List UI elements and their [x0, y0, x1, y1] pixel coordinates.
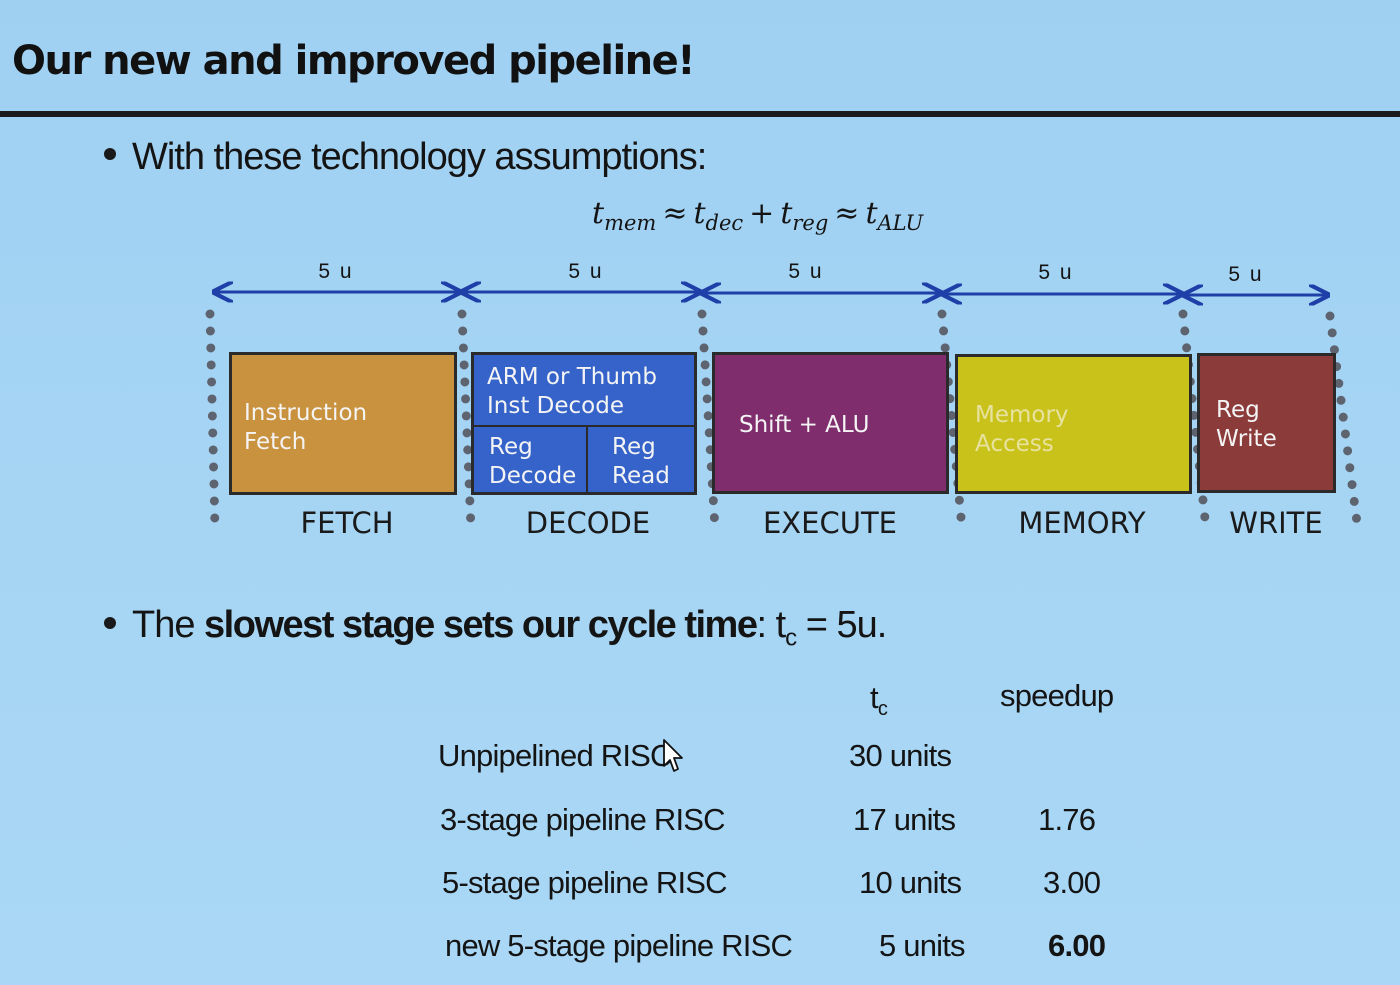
- row-name: Unpipelined RISC: [438, 738, 672, 773]
- decode-box-reg-read: Reg Read: [612, 434, 670, 489]
- row-tc: 10 units: [859, 865, 962, 900]
- decode-box: ARM or Thumb Inst Decode Reg Decode Reg …: [471, 352, 697, 495]
- decode-box-reg-decode: Reg Decode: [489, 434, 577, 489]
- row-tc: 30 units: [849, 738, 952, 773]
- stage-name-fetch: FETCH: [300, 506, 394, 540]
- row-speedup: 6.00: [1048, 928, 1106, 963]
- stage-separator-3: [697, 309, 720, 533]
- execute-box-label: Shift + ALU: [739, 412, 870, 438]
- stage-separator-2: [457, 309, 476, 533]
- row-name: 5-stage pipeline RISC: [442, 865, 728, 900]
- stage-separator-1: [205, 309, 220, 533]
- stage-name-decode: DECODE: [525, 506, 651, 540]
- duration-label-fetch: 5 u: [318, 260, 354, 283]
- stage-name-memory: MEMORY: [1018, 506, 1146, 540]
- duration-label-write: 5 u: [1228, 263, 1264, 286]
- stage-separator-5: [1178, 309, 1211, 533]
- timing-formula: tmem ≈ tdec + treg ≈ tALU: [592, 196, 923, 235]
- row-speedup: 1.76: [1038, 802, 1096, 837]
- formula-approx-2: ≈: [834, 196, 860, 231]
- fetch-box-label: Instruction Fetch: [244, 400, 368, 455]
- formula-t-mem: tmem: [592, 196, 657, 235]
- bullet-dot-1: [104, 148, 116, 160]
- bullet-cycle-time: The slowest stage sets our cycle time: t…: [132, 604, 887, 652]
- table-header-tc: tc: [870, 680, 888, 721]
- decode-box-inst-decode: ARM or Thumb Inst Decode: [487, 364, 657, 419]
- decode-box-divider-h: [474, 425, 694, 427]
- write-box: Reg Write: [1197, 353, 1336, 493]
- formula-t-reg: treg: [780, 196, 829, 235]
- memory-box-label: Memory Access: [975, 402, 1069, 457]
- row-name: new 5-stage pipeline RISC: [445, 928, 793, 963]
- write-box-label: Reg Write: [1216, 397, 1277, 452]
- table-header-speedup: speedup: [1000, 678, 1114, 713]
- stage-name-write: WRITE: [1229, 506, 1323, 540]
- bullet-dot-2: [104, 617, 116, 629]
- row-tc: 17 units: [853, 802, 956, 837]
- fetch-box: Instruction Fetch: [229, 352, 457, 495]
- title-divider: [0, 111, 1400, 117]
- duration-label-memory: 5 u: [1038, 261, 1074, 284]
- stage-name-execute: EXECUTE: [762, 506, 898, 540]
- row-tc: 5 units: [879, 928, 966, 963]
- stage-separator-4: [937, 309, 967, 533]
- formula-t-alu: tALU: [865, 196, 924, 235]
- duration-label-execute: 5 u: [788, 260, 824, 283]
- memory-box: Memory Access: [955, 354, 1192, 494]
- bullet-technology-assumptions: With these technology assumptions:: [132, 136, 707, 178]
- mouse-cursor-icon: [663, 739, 683, 772]
- formula-plus: +: [749, 196, 775, 231]
- formula-t-dec: tdec: [693, 196, 744, 235]
- row-name: 3-stage pipeline RISC: [440, 802, 726, 837]
- formula-approx-1: ≈: [662, 196, 688, 231]
- slide-title: Our new and improved pipeline!: [12, 38, 696, 84]
- duration-label-decode: 5 u: [568, 260, 604, 283]
- row-speedup: 3.00: [1043, 865, 1101, 900]
- execute-box: Shift + ALU: [712, 352, 949, 494]
- decode-box-divider-v: [586, 425, 588, 492]
- stage-separator-6: [1325, 311, 1363, 535]
